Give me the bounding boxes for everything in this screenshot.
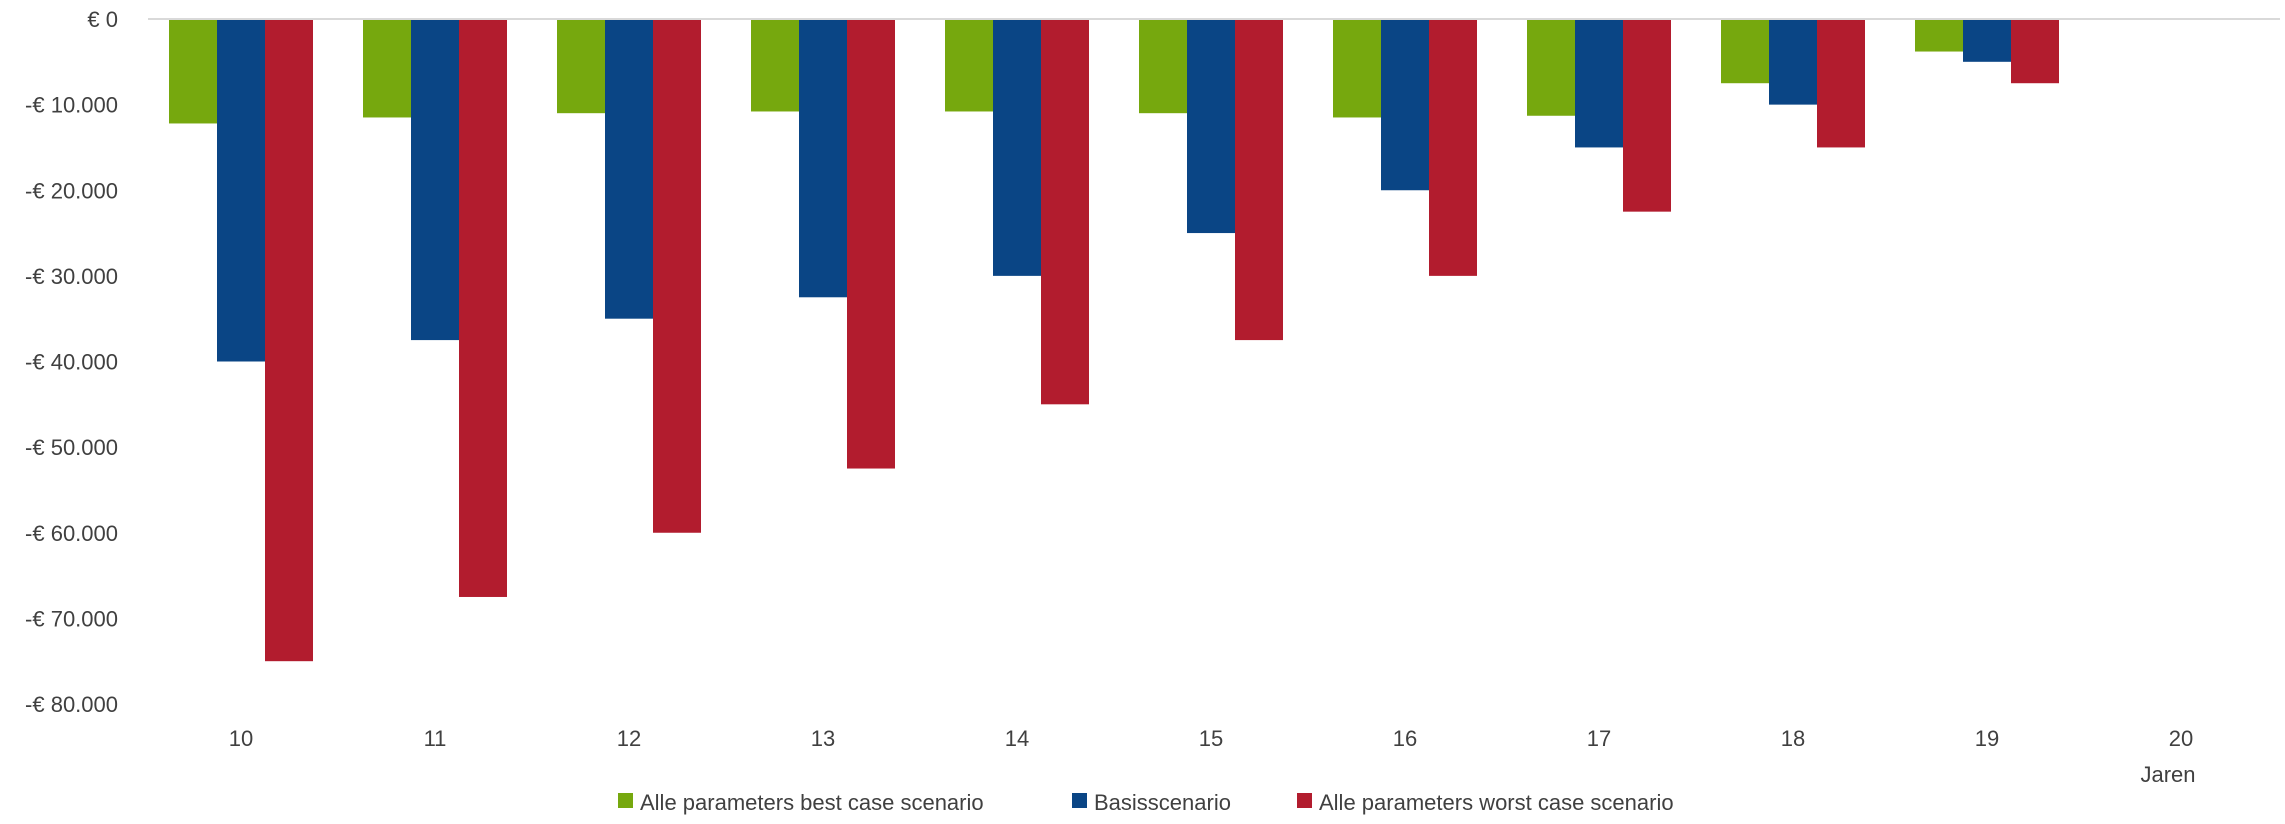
legend-swatch-0: [618, 793, 633, 808]
y-tick-label: -€ 40.000: [25, 350, 118, 375]
bar-10-series-0: [169, 19, 217, 124]
legend-label-1: Basisscenario: [1094, 790, 1231, 815]
x-tick-label: 11: [424, 726, 447, 751]
x-tick-label: 19: [1975, 726, 1999, 751]
y-tick-label: -€ 30.000: [25, 264, 118, 289]
y-tick-label: € 0: [87, 7, 118, 32]
bar-12-series-2: [653, 19, 701, 533]
y-tick-label: -€ 20.000: [25, 178, 118, 203]
bar-16-series-0: [1333, 19, 1381, 118]
bar-12-series-0: [557, 19, 605, 114]
x-tick-label: 18: [1781, 726, 1805, 751]
x-tick-label: 17: [1587, 726, 1611, 751]
bar-10-series-1: [217, 19, 265, 362]
bar-13-series-1: [799, 19, 847, 298]
x-tick-label: 13: [811, 726, 835, 751]
bar-16-series-1: [1381, 19, 1429, 191]
x-tick-label: 20: [2169, 726, 2193, 751]
bar-14-series-0: [945, 19, 993, 112]
bar-11-series-1: [411, 19, 459, 341]
y-tick-label: -€ 50.000: [25, 435, 118, 460]
bar-14-series-1: [993, 19, 1041, 276]
legend: Alle parameters best case scenario Basiss…: [618, 790, 1674, 815]
bar-15-series-1: [1187, 19, 1235, 234]
bar-11-series-0: [363, 19, 411, 118]
bar-18-series-1: [1769, 19, 1817, 105]
bar-18-series-0: [1721, 19, 1769, 84]
y-tick-label: -€ 10.000: [25, 93, 118, 118]
y-axis-tick-labels: € 0 -€ 10.000 -€ 20.000 -€ 30.000 -€ 40.000 -…: [25, 7, 118, 717]
y-tick-label: -€ 60.000: [25, 521, 118, 546]
bar-15-series-0: [1139, 19, 1187, 114]
y-tick-label: -€ 80.000: [25, 692, 118, 717]
x-axis-title: Jaren: [2140, 762, 2195, 787]
bar-17-series-2: [1623, 19, 1671, 212]
x-axis-tick-labels: 10 11 12 13 14 15 16 17 18 19 20: [229, 726, 2193, 751]
bar-16-series-2: [1429, 19, 1477, 276]
x-tick-label: 15: [1199, 726, 1223, 751]
bar-13-series-2: [847, 19, 895, 469]
legend-label-0: Alle parameters best case scenario: [640, 790, 984, 815]
x-tick-label: 16: [1393, 726, 1417, 751]
y-tick-label: -€ 70.000: [25, 606, 118, 631]
bar-10-series-2: [265, 19, 313, 662]
legend-label-2: Alle parameters worst case scenario: [1319, 790, 1674, 815]
bar-12-series-1: [605, 19, 653, 319]
legend-swatch-1: [1072, 793, 1087, 808]
bar-17-series-0: [1527, 19, 1575, 116]
x-tick-label: 12: [617, 726, 641, 751]
x-tick-label: 10: [229, 726, 253, 751]
legend-swatch-2: [1297, 793, 1312, 808]
x-tick-label: 14: [1005, 726, 1029, 751]
bars-layer: [169, 19, 2059, 662]
bar-15-series-2: [1235, 19, 1283, 341]
bar-14-series-2: [1041, 19, 1089, 405]
bar-11-series-2: [459, 19, 507, 597]
bar-19-series-0: [1915, 19, 1963, 52]
bar-19-series-2: [2011, 19, 2059, 84]
bar-18-series-2: [1817, 19, 1865, 148]
bar-19-series-1: [1963, 19, 2011, 62]
bar-17-series-1: [1575, 19, 1623, 148]
bar-13-series-0: [751, 19, 799, 112]
